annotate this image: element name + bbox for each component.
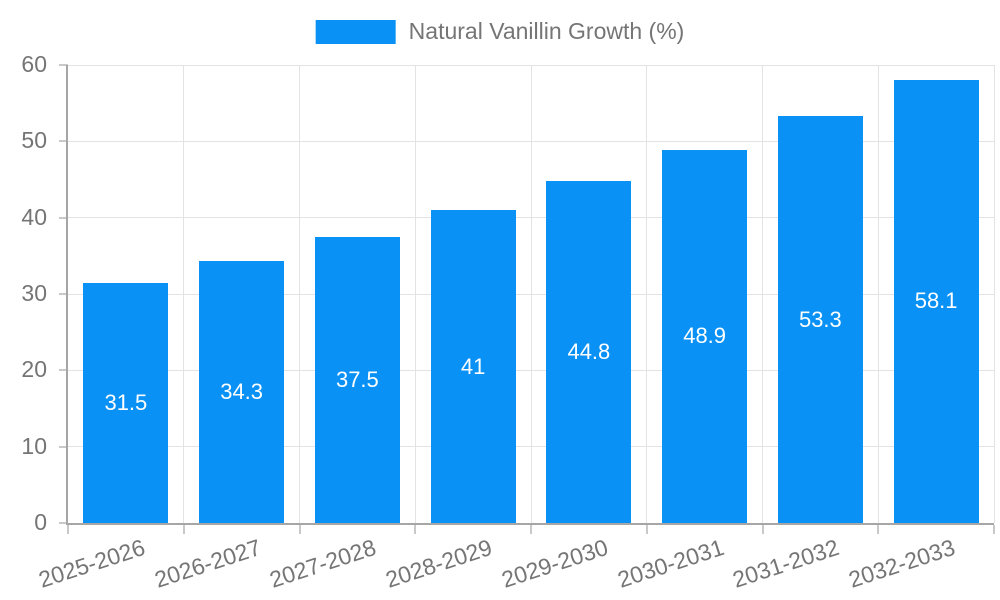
bar-value-label: 48.9 bbox=[683, 323, 727, 349]
bar: 44.8 bbox=[546, 181, 632, 523]
y-tick-label: 0 bbox=[34, 509, 47, 535]
x-axis-tick bbox=[414, 525, 417, 534]
v-gridline bbox=[414, 65, 416, 523]
x-tick-label: 2031-2032 bbox=[729, 534, 843, 593]
x-axis-tick bbox=[67, 525, 69, 534]
v-gridline bbox=[993, 65, 995, 523]
bar-value-label: 58.1 bbox=[914, 288, 958, 314]
bar: 37.5 bbox=[314, 236, 400, 523]
x-tick-label: 2029-2030 bbox=[498, 534, 611, 593]
bar-value-label: 41 bbox=[460, 353, 486, 379]
y-axis-tick bbox=[59, 216, 68, 219]
y-tick-label: 30 bbox=[21, 280, 47, 306]
v-gridline bbox=[183, 65, 185, 523]
y-axis-tick bbox=[59, 140, 68, 143]
y-tick-label: 20 bbox=[21, 356, 47, 383]
x-axis-tick bbox=[530, 525, 532, 534]
x-axis-tick bbox=[182, 525, 185, 534]
bar: 58.1 bbox=[893, 79, 979, 523]
x-tick-label: 2026-2027 bbox=[151, 534, 264, 593]
v-gridline bbox=[762, 65, 763, 523]
bar: 41 bbox=[430, 210, 516, 523]
y-axis-line bbox=[66, 65, 68, 525]
x-tick-label: 2025-2026 bbox=[35, 534, 148, 593]
legend-item[interactable]: Natural Vanillin Growth (%) bbox=[315, 18, 685, 45]
bar-value-label: 34.3 bbox=[220, 379, 264, 405]
y-tick-label: 10 bbox=[21, 432, 47, 459]
y-tick-label: 50 bbox=[21, 127, 47, 154]
x-axis-tick bbox=[993, 525, 995, 534]
y-axis-tick bbox=[59, 293, 68, 295]
bar: 48.9 bbox=[662, 149, 748, 523]
x-axis-tick bbox=[645, 525, 648, 534]
bar-value-label: 44.8 bbox=[567, 339, 611, 364]
v-gridline bbox=[299, 65, 300, 523]
bar-value-label: 53.3 bbox=[798, 306, 842, 332]
v-gridline bbox=[530, 65, 532, 523]
bar: 34.3 bbox=[199, 261, 285, 523]
x-axis-tick bbox=[298, 525, 301, 534]
bar: 53.3 bbox=[777, 116, 863, 523]
x-tick-label: 2028-2029 bbox=[382, 534, 496, 593]
v-gridline bbox=[646, 65, 648, 523]
x-tick-label: 2027-2028 bbox=[266, 534, 380, 593]
bar-value-label: 31.5 bbox=[104, 389, 148, 415]
x-axis-tick bbox=[877, 525, 880, 534]
y-axis-tick bbox=[59, 369, 68, 372]
y-axis-tick bbox=[59, 522, 68, 524]
bar: 31.5 bbox=[83, 282, 169, 523]
legend-label: Natural Vanillin Growth (%) bbox=[408, 18, 685, 44]
x-tick-label: 2032-2033 bbox=[845, 534, 959, 593]
y-axis-tick bbox=[59, 445, 68, 448]
x-axis-line bbox=[66, 523, 994, 525]
x-axis-tick bbox=[761, 525, 764, 534]
y-tick-label: 40 bbox=[21, 203, 47, 230]
y-axis-tick bbox=[59, 64, 68, 66]
x-tick-label: 2030-2031 bbox=[614, 534, 727, 593]
legend-swatch-icon bbox=[315, 19, 396, 44]
v-gridline bbox=[877, 65, 879, 523]
y-tick-label: 60 bbox=[21, 51, 47, 77]
bar-value-label: 37.5 bbox=[335, 366, 379, 392]
